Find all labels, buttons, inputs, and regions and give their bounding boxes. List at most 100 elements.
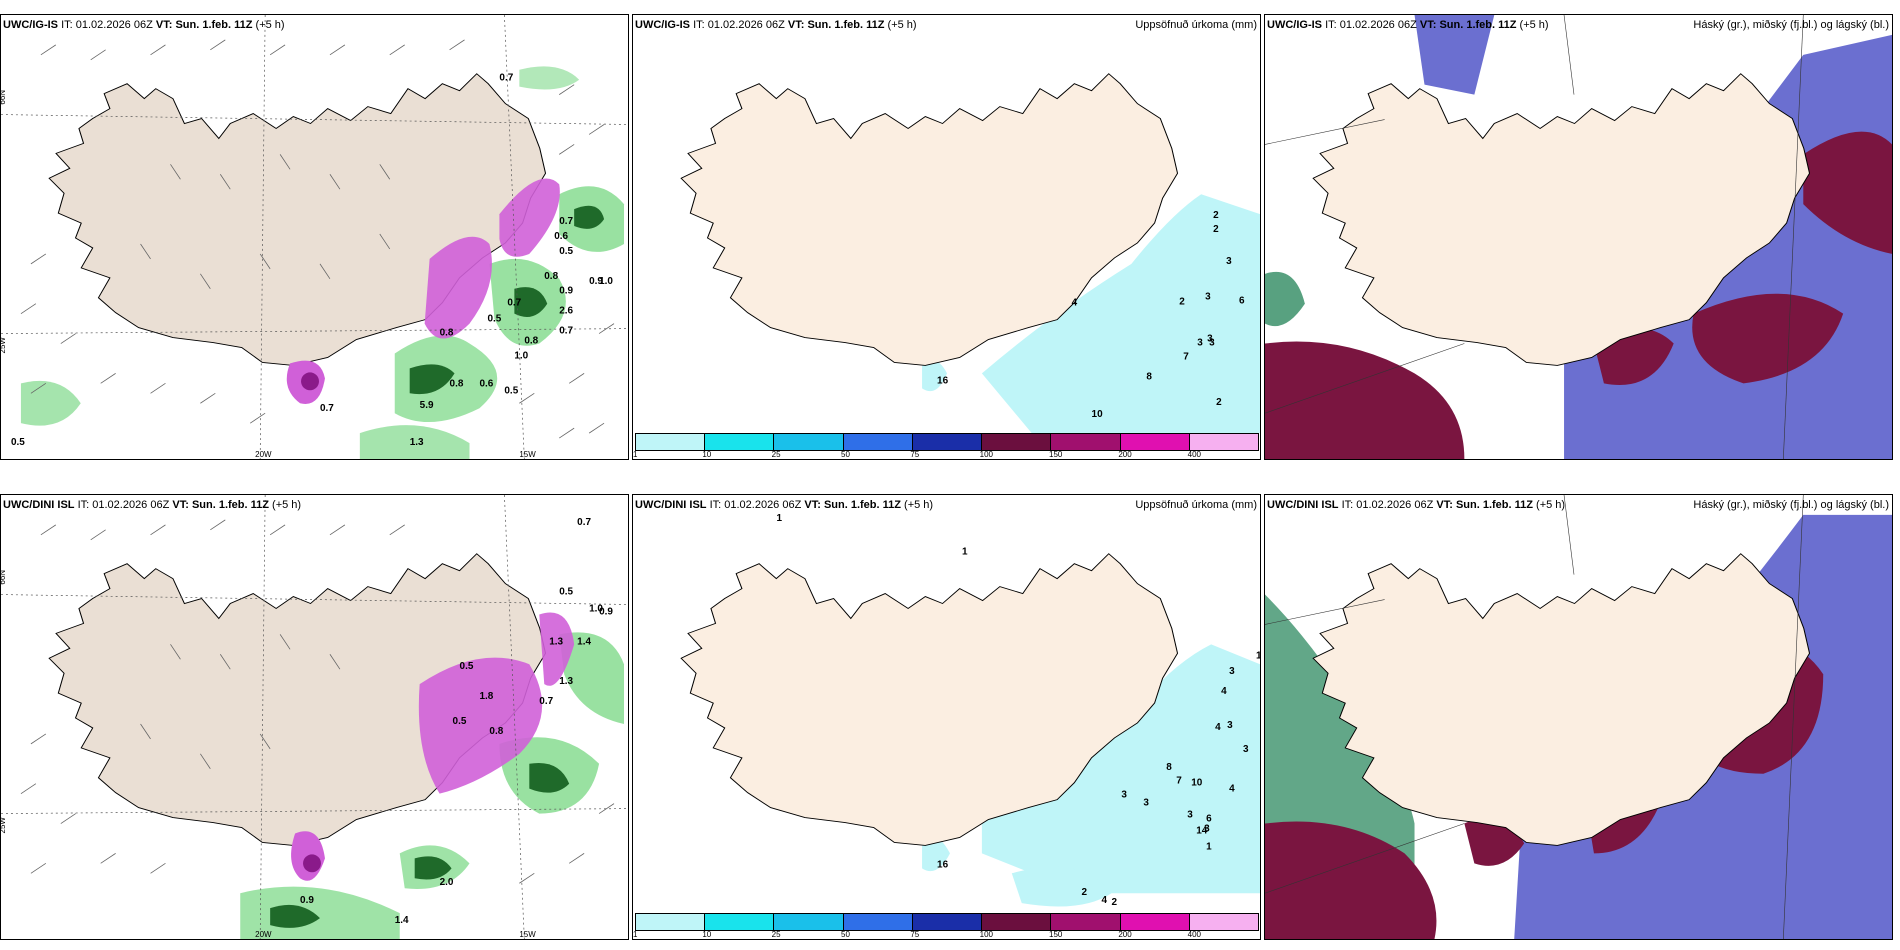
map-value-label: 0.5 bbox=[487, 314, 501, 325]
panel-cloud-igis: UWC/IG-IS IT: 01.02.2026 06Z VT: Sun. 1.… bbox=[1264, 14, 1893, 460]
svg-text:25W: 25W bbox=[1, 337, 7, 354]
svg-text:66N: 66N bbox=[1, 570, 7, 585]
legend-tick: 1 bbox=[633, 930, 638, 939]
map-value-label: 0.5 bbox=[559, 587, 573, 598]
map-value-label: 0.8 bbox=[440, 328, 454, 339]
map-value-label: 5.9 bbox=[420, 400, 434, 411]
map-value-label: 4 bbox=[1215, 722, 1221, 733]
legend-swatch bbox=[1120, 914, 1190, 930]
map-value-label: 0.9 bbox=[599, 606, 613, 617]
map-value-label: 2.6 bbox=[559, 306, 573, 317]
cloud-map bbox=[1265, 495, 1892, 939]
map-value-label: 14 bbox=[1196, 825, 1208, 836]
legend-swatch bbox=[982, 434, 1052, 450]
panel-title: UWC/DINI ISL IT: 01.02.2026 06Z VT: Sun.… bbox=[3, 499, 302, 511]
map-value-label: 1.0 bbox=[589, 603, 603, 614]
svg-text:15W: 15W bbox=[519, 930, 536, 939]
legend-tick: 400 bbox=[1187, 930, 1202, 939]
legend-swatch bbox=[1189, 434, 1258, 450]
legend-tick: 1 bbox=[633, 450, 638, 459]
wind-map: 0.70.50.91.01.41.30.70.52.00.91.41.30.80… bbox=[1, 495, 628, 939]
map-value-label: 1 bbox=[777, 513, 783, 524]
legend-swatch bbox=[843, 434, 913, 450]
map-value-label: 0.5 bbox=[504, 385, 518, 396]
legend-swatch bbox=[1051, 914, 1121, 930]
panel-wind-igis: 0.7 0.7 0.6 0.5 0.8 0.9 0.9 1.0 0.7 0.5 0.7 0.8 1.0 0… bbox=[0, 14, 629, 460]
map-value-label: 0.8 bbox=[544, 271, 558, 282]
legend-tick: 100 bbox=[979, 450, 994, 459]
map-value-label: 0.7 bbox=[507, 298, 521, 309]
map-value-label: 2 bbox=[1179, 297, 1185, 308]
map-value-label: 8 bbox=[1146, 371, 1152, 382]
legend-swatch bbox=[1051, 434, 1121, 450]
svg-text:20W: 20W bbox=[255, 450, 272, 459]
panel-title: UWC/IG-IS IT: 01.02.2026 06Z VT: Sun. 1.… bbox=[635, 19, 917, 31]
map-value-label: 2 bbox=[1082, 887, 1088, 898]
map-value-label: 0.7 bbox=[559, 326, 573, 337]
legend-swatch bbox=[912, 434, 983, 450]
legend-swatch bbox=[636, 914, 706, 930]
panel-precip-igis: 2 2 3 3 6 2 3 3 3 7 8 2 10 4 16 UWC/IG-IS IT: 01.02.20… bbox=[632, 14, 1261, 460]
legend-swatch bbox=[705, 914, 775, 930]
map-value-label: 1.0 bbox=[514, 350, 528, 361]
map-value-label: 2 bbox=[1111, 897, 1117, 908]
map-value-label: 2.0 bbox=[440, 877, 454, 888]
map-value-label: 7 bbox=[1176, 776, 1182, 787]
map-value-label: 8 bbox=[1166, 762, 1172, 773]
map-value-label: 6 bbox=[1239, 296, 1245, 307]
wind-map: 0.70.70.60.50.80.90.91.00.70.50.70.81.00… bbox=[1, 15, 628, 459]
panel-title: UWC/IG-IS IT: 01.02.2026 06Z VT: Sun. 1.… bbox=[3, 19, 285, 31]
map-value-label: 0.9 bbox=[589, 276, 603, 287]
legend-swatch bbox=[1120, 434, 1190, 450]
precip-title: Uppsöfnuð úrkoma (mm) bbox=[1135, 499, 1257, 511]
legend-tick: 150 bbox=[1049, 930, 1063, 939]
map-value-label: 1.3 bbox=[559, 676, 573, 687]
map-value-label: 3 bbox=[1121, 790, 1127, 801]
legend-swatch bbox=[982, 914, 1052, 930]
map-value-label: 3 bbox=[1205, 292, 1211, 303]
map-value-label: 0.5 bbox=[11, 437, 25, 448]
map-value-label: 0.7 bbox=[577, 517, 591, 528]
legend-tick: 100 bbox=[979, 930, 994, 939]
map-value-label: 0.8 bbox=[450, 378, 464, 389]
map-value-label: 1.8 bbox=[479, 691, 493, 702]
cloud-title: Háský (gr.), miðský (fj.bl.) og lágský (… bbox=[1693, 19, 1889, 31]
map-value-label: 6 bbox=[1206, 814, 1212, 825]
map-value-label: 0.7 bbox=[559, 216, 573, 227]
map-value-label: 1.4 bbox=[395, 915, 409, 926]
legend-swatch bbox=[1189, 914, 1258, 930]
map-value-label: 3 bbox=[1243, 744, 1249, 755]
map-value-label: 1.4 bbox=[577, 636, 591, 647]
map-value-label: 2 bbox=[1213, 210, 1219, 221]
map-value-label: 3 bbox=[1143, 798, 1149, 809]
legend-swatch bbox=[636, 434, 706, 450]
map-value-label: 10 bbox=[1092, 409, 1104, 420]
map-value-label: 4 bbox=[1221, 686, 1227, 697]
panel-precip-dini: 113143434361431087332241621 UWC/DINI ISL… bbox=[632, 494, 1261, 940]
precip-map: 113143434361431087332241621 bbox=[633, 495, 1260, 939]
legend-tick: 10 bbox=[702, 930, 712, 939]
panel-title: UWC/IG-IS IT: 01.02.2026 06Z VT: Sun. 1.… bbox=[1267, 19, 1549, 31]
map-value-label: 3 bbox=[1227, 720, 1233, 731]
map-value-label: 4 bbox=[1229, 784, 1235, 795]
legend-swatch bbox=[912, 914, 983, 930]
map-value-label: 16 bbox=[937, 375, 949, 386]
legend-tick: 400 bbox=[1187, 450, 1202, 459]
map-value-label: 1.3 bbox=[410, 437, 424, 448]
map-value-label: 7 bbox=[1183, 351, 1189, 362]
map-value-label: 0.6 bbox=[554, 231, 568, 242]
map-value-label: 0.8 bbox=[524, 336, 538, 347]
map-value-label: 0.5 bbox=[460, 661, 474, 672]
map-value-label: 4 bbox=[1072, 298, 1078, 309]
legend-tick: 75 bbox=[910, 930, 920, 939]
map-value-label: 3 bbox=[1197, 338, 1203, 349]
legend-tick: 10 bbox=[702, 450, 712, 459]
map-value-label: 0.9 bbox=[559, 286, 573, 297]
map-value-label: 2 bbox=[1216, 397, 1222, 408]
map-value-label: 3 bbox=[1229, 666, 1235, 677]
map-value-label: 0.5 bbox=[559, 246, 573, 257]
map-value-label: 3 bbox=[1207, 334, 1213, 345]
map-value-label: 0.6 bbox=[479, 378, 493, 389]
svg-text:15W: 15W bbox=[519, 450, 536, 459]
